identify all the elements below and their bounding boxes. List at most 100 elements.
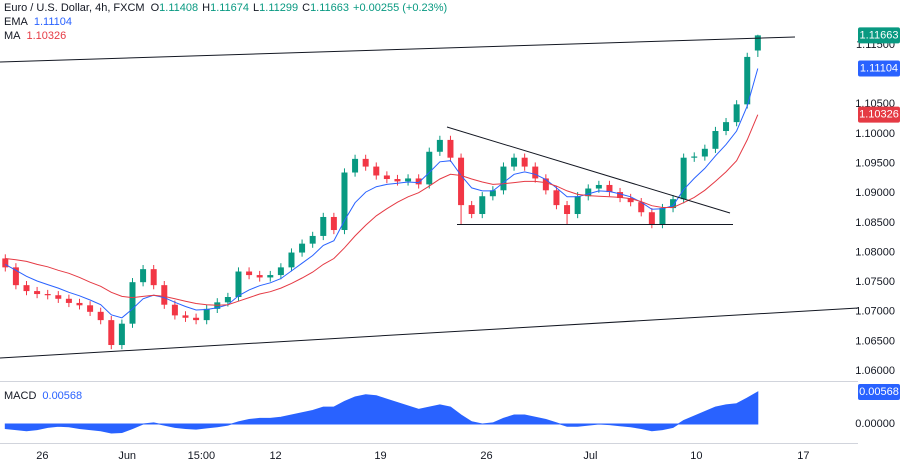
- legend-name: MA: [4, 30, 21, 42]
- price-tag-label: 1.11104: [860, 62, 898, 74]
- candle-body: [224, 297, 231, 303]
- candle-body: [193, 317, 200, 321]
- ohlc-value: 1.11299: [259, 2, 298, 14]
- candle-body: [150, 269, 157, 286]
- candle-body: [76, 302, 83, 306]
- candle-body: [34, 291, 41, 295]
- x-tick-label: 15:00: [188, 450, 216, 462]
- legend-entry: MA 1.10326: [4, 30, 66, 42]
- y-tick-label: 1.08500: [855, 217, 895, 229]
- candle-body: [458, 157, 465, 206]
- candle-body: [532, 166, 539, 179]
- y-tick-label: 1.07000: [855, 306, 895, 318]
- indicator-line: [5, 68, 759, 319]
- candle-body: [203, 308, 210, 321]
- candle-body: [521, 157, 528, 167]
- candle-body: [129, 282, 136, 324]
- y-tick-label: 1.09500: [855, 158, 895, 170]
- price-tag: [858, 106, 900, 123]
- candle-body: [744, 56, 751, 105]
- candle-body: [489, 190, 496, 197]
- candle-body: [182, 315, 189, 318]
- candle-body: [447, 139, 454, 158]
- candle-body: [415, 178, 422, 185]
- candle-body: [277, 267, 284, 276]
- legend-entry: EMA 1.11104: [4, 16, 72, 28]
- ohlc-value: 1.11674: [210, 2, 249, 14]
- candle-body: [373, 166, 380, 176]
- candle-body: [606, 184, 613, 193]
- candle-body: [246, 271, 253, 276]
- x-tick-label: 17: [797, 450, 809, 462]
- candle-body: [723, 122, 730, 132]
- indicator-line: [5, 114, 759, 306]
- candle-body: [97, 311, 104, 321]
- candle-body: [108, 320, 115, 346]
- x-tick-label: 26: [36, 450, 48, 462]
- ohlc-key: H: [202, 2, 210, 14]
- candle-body: [161, 285, 168, 305]
- candle-body: [87, 305, 94, 312]
- plot: [2, 34, 761, 434]
- candle-body: [23, 285, 30, 292]
- candle-body: [479, 196, 486, 215]
- ohlc-value: 1.11408: [159, 2, 198, 14]
- price-tag: [858, 384, 900, 401]
- candle-body: [500, 166, 507, 191]
- candle-body: [330, 216, 337, 231]
- candle-body: [680, 157, 687, 200]
- candle-body: [754, 35, 761, 51]
- x-tick-label: 12: [269, 450, 281, 462]
- y-tick-label: 1.08000: [855, 246, 895, 258]
- candle-body: [140, 269, 147, 283]
- candle-body: [426, 151, 433, 185]
- candle-body: [65, 298, 72, 303]
- x-tick-label: 19: [374, 450, 386, 462]
- candle-body: [691, 156, 698, 158]
- y-tick-label: 1.06000: [855, 365, 895, 377]
- candle-body: [405, 178, 412, 182]
- candle-body: [288, 252, 295, 268]
- candle-body: [553, 190, 560, 206]
- ohlc-key: L: [253, 2, 259, 14]
- candle-body: [12, 267, 19, 286]
- candle-body: [595, 184, 602, 189]
- chart-title: Euro / U.S. Dollar, 4h, FXCM: [4, 2, 145, 14]
- candle-body: [235, 271, 242, 298]
- ohlc-value: 1.11663: [310, 2, 349, 14]
- candle-body: [309, 235, 316, 244]
- change: +0.00255 (+0.23%): [353, 2, 447, 14]
- trendline: [0, 36, 796, 63]
- candle-body: [468, 205, 475, 215]
- candle-body: [574, 196, 581, 215]
- y-tick-label: 1.09000: [855, 187, 895, 199]
- candle-body: [638, 202, 645, 213]
- candle-body: [701, 148, 708, 157]
- x-tick-label: 10: [690, 450, 702, 462]
- candle-body: [2, 258, 9, 268]
- candle-body: [362, 158, 369, 167]
- price-tag: [858, 60, 900, 77]
- candle-body: [299, 243, 306, 253]
- y-tick-label: 1.07500: [855, 276, 895, 288]
- candle-body: [341, 172, 348, 231]
- candle-body: [171, 304, 178, 316]
- candle-body: [659, 208, 666, 225]
- candle-body: [542, 178, 549, 191]
- x-tick-label: Jun: [118, 450, 136, 462]
- trendline: [446, 126, 731, 214]
- y-tick-label: 0.00000: [855, 418, 895, 430]
- macd-area: [4, 391, 759, 434]
- candle-body: [627, 198, 634, 203]
- trendline: [0, 307, 859, 359]
- candle-body: [436, 139, 443, 152]
- candle-body: [564, 205, 571, 215]
- candle-body: [712, 131, 719, 149]
- candle-body: [320, 216, 327, 236]
- candle-body: [648, 212, 655, 225]
- price-tag-label: 1.11663: [860, 29, 899, 41]
- header: Euro / U.S. Dollar, 4h, FXCM O1.11408 H1.1…: [4, 2, 447, 14]
- candle-body: [617, 192, 624, 199]
